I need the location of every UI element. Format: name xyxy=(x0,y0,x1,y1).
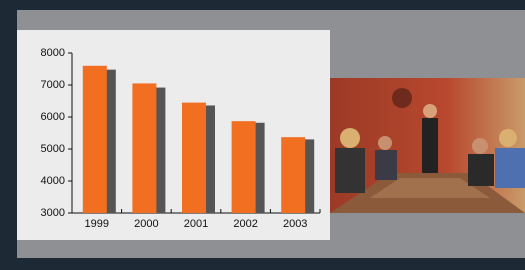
bar xyxy=(182,103,206,213)
screen: 3000 4000 5000 6000 7000 8000 1999 2000 2001 2002… xyxy=(0,0,525,270)
meeting-photo xyxy=(330,78,525,213)
bar xyxy=(132,83,156,213)
bar xyxy=(232,121,256,213)
x-tick-label: 1999 xyxy=(85,218,109,230)
x-tick-label: 2002 xyxy=(233,218,257,230)
x-tick-label: 2001 xyxy=(184,218,208,230)
bar xyxy=(83,66,107,213)
y-tick-label: 5000 xyxy=(41,143,65,155)
y-tick-label: 4000 xyxy=(41,175,65,187)
chart: 3000 4000 5000 6000 7000 8000 1999 2000 2001 2002… xyxy=(17,30,330,240)
x-tick-label: 2000 xyxy=(134,218,158,230)
y-tick-label: 6000 xyxy=(41,111,65,123)
y-tick-label: 7000 xyxy=(41,79,65,91)
y-tick-label: 8000 xyxy=(41,47,65,59)
bar xyxy=(281,137,305,213)
chart-panel: 3000 4000 5000 6000 7000 8000 1999 2000 2001 2002… xyxy=(17,30,330,240)
y-tick-label: 3000 xyxy=(41,207,65,219)
x-tick-label: 2003 xyxy=(283,218,307,230)
